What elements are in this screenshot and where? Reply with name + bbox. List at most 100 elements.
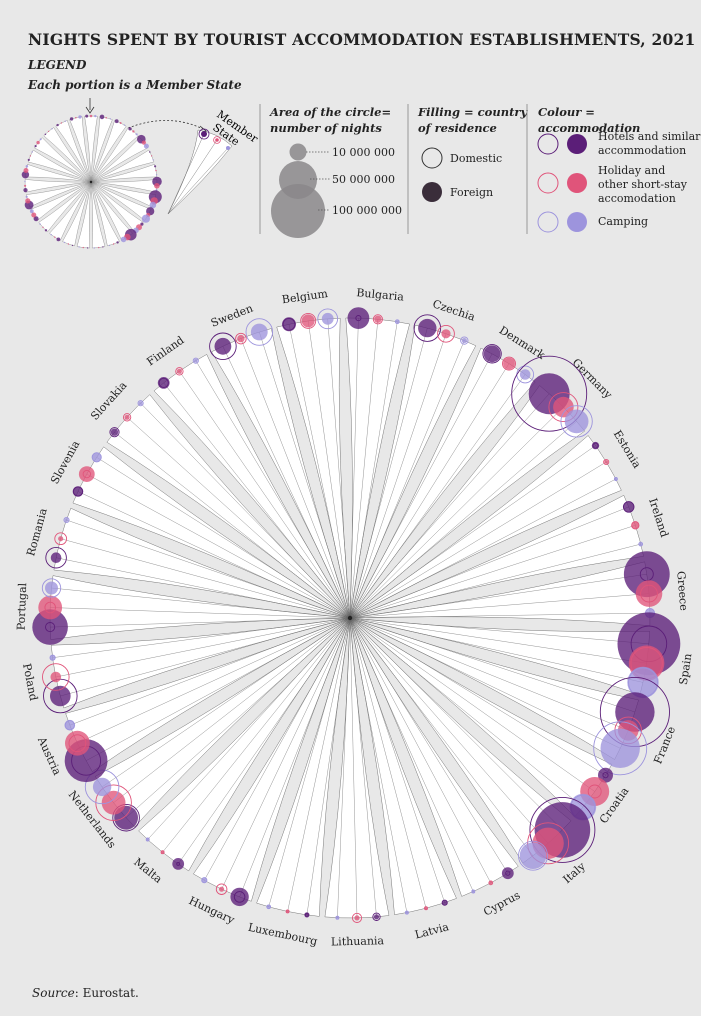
spoke-finland-camping <box>195 360 351 619</box>
spoke-bulgaria-hotels <box>349 318 359 619</box>
spoke-germany-hotels <box>349 393 550 619</box>
mini-bubble-italy-camping <box>120 236 127 243</box>
mini-bubble-romania-camping <box>31 151 33 153</box>
bubble-romania-holiday-domestic <box>54 532 68 546</box>
legend-dashed-arrow <box>127 120 206 131</box>
bubble-czechia-camping-foreign <box>461 338 467 344</box>
spoke-slovenia-hotels <box>77 491 351 619</box>
mini-bubble-ireland-camping <box>155 174 158 176</box>
bubble-portugal-camping-foreign <box>45 581 58 595</box>
bubble-belgium-camping-foreign <box>321 312 334 325</box>
mini-bubble-spain-camping <box>149 201 157 209</box>
spoke-croatia-holiday <box>349 617 595 792</box>
country-label-poland: Poland <box>20 662 40 702</box>
spoke-malta-hotels <box>178 617 351 865</box>
spoke-italy-camping <box>349 617 534 856</box>
bubble-portugal-holiday-foreign <box>38 595 63 620</box>
bubble-malta-hotels-foreign <box>172 858 185 870</box>
main-radial-chart: Belgium BulgariaCzechiaDenmarkGermanyEsto… <box>15 286 695 948</box>
bubble-denmark-hotels-foreign <box>483 345 501 363</box>
spoke-italy-hotels <box>349 617 563 831</box>
spoke-estonia-holiday <box>349 461 607 619</box>
mini-bubble-hungary-hotels <box>56 237 61 242</box>
bubble-latvia-holiday-foreign <box>424 907 428 910</box>
mini-bubble-hungary-holiday <box>54 236 56 238</box>
spoke-cyprus-camping <box>349 617 474 892</box>
spoke-greece-camping <box>349 612 651 619</box>
legend-graphics: Member State <box>85 98 587 238</box>
legend-foreign-circle <box>422 182 442 202</box>
bubble-spain-camping-foreign <box>627 666 659 699</box>
bubble-czechia-holiday-domestic <box>437 324 455 343</box>
spoke-ireland-holiday <box>349 525 636 619</box>
country-label-finland: Finland <box>144 334 186 369</box>
spoke-lithuania-camping <box>337 617 351 918</box>
bubble-slovenia-hotels-domestic <box>72 486 84 497</box>
bubble-romania-holiday-foreign <box>58 536 64 542</box>
mini-bubble-luxembourg-camping <box>63 241 66 244</box>
legend-filling-foreign: Foreign <box>450 186 494 199</box>
mini-radial-chart <box>21 114 233 249</box>
bubble-lithuania-hotels-domestic <box>372 912 381 921</box>
bubble-cyprus-holiday-domestic <box>488 880 494 886</box>
mini-bubble-cyprus-camping <box>108 244 111 247</box>
legend-colour-holiday-line2: other short-stay <box>598 178 687 191</box>
bubble-bulgaria-camping-domestic <box>394 319 400 325</box>
legend-arrow-head <box>85 106 95 114</box>
bubble-lithuania-camping-domestic <box>335 915 340 920</box>
legend-filling-title: Filling = country of residence <box>418 104 527 136</box>
bubble-hungary-hotels-domestic <box>233 891 246 903</box>
bubble-malta-hotels-domestic <box>176 861 181 866</box>
legend-holiday-foreign <box>567 173 587 193</box>
spoke-lithuania-holiday <box>349 617 358 918</box>
mini-bubble-germany-holiday <box>141 140 146 145</box>
bubble-hungary-holiday-foreign <box>219 886 225 892</box>
legend-camping-foreign <box>567 212 587 232</box>
mini-bubble-portugal-hotels <box>21 171 30 179</box>
mini-bubble-germany-camping <box>143 143 149 149</box>
bubble-croatia-hotels-domestic <box>602 772 609 779</box>
source-prefix: Source <box>32 986 75 1000</box>
bubble-italy-camping-domestic <box>518 840 548 871</box>
bubble-germany-camping-foreign <box>564 409 589 434</box>
legend-area-value-3: 100 000 000 <box>332 204 402 217</box>
mini-bubble-belgium-hotels <box>85 114 89 118</box>
spoke-belgium-hotels <box>288 324 351 619</box>
bubble-ireland-camping-foreign <box>639 542 643 546</box>
spoke-ireland-hotels <box>349 506 629 619</box>
bubble-germany-camping-domestic <box>560 405 593 438</box>
bubble-netherlands-hotels-domestic <box>112 803 140 832</box>
legend-domestic-circle <box>421 147 443 169</box>
spoke-bulgaria-holiday <box>349 319 379 619</box>
legend-area-circle-100m <box>271 184 325 238</box>
bubble-latvia-hotels-foreign <box>442 900 448 906</box>
mini-bubble-ireland-hotels <box>154 165 157 168</box>
mini-bubble-portugal-holiday <box>23 168 29 173</box>
mini-bubble-bulgaria-camping <box>109 118 112 120</box>
bubble-cyprus-hotels-foreign <box>501 867 514 880</box>
bubble-ireland-holiday-domestic <box>631 521 640 530</box>
bubble-slovenia-camping-foreign <box>92 452 102 462</box>
legend-hotels-foreign <box>567 134 587 154</box>
bubble-slovenia-hotels-foreign <box>72 486 84 497</box>
bubble-poland-camping-foreign <box>50 655 56 661</box>
mini-bubble-greece-holiday <box>154 183 160 189</box>
legend-zoom-holiday-domestic <box>213 136 221 144</box>
spoke-cyprus-hotels <box>349 617 508 874</box>
bubble-france-camping-foreign <box>600 728 640 768</box>
spoke-croatia-hotels <box>349 617 606 776</box>
bubble-latvia-hotels-domestic <box>441 899 448 906</box>
legend-heading: LEGEND <box>28 58 87 72</box>
bubble-sweden-holiday-foreign <box>237 334 245 343</box>
spoke-france-hotels <box>349 617 635 713</box>
bubble-slovakia-hotels-foreign <box>110 428 119 436</box>
bubble-czechia-hotels-domestic <box>413 314 442 342</box>
spoke-luxembourg-hotels <box>306 617 351 915</box>
spoke-luxembourg-camping <box>268 617 351 907</box>
bubble-poland-hotels-foreign <box>50 685 71 707</box>
bubble-denmark-holiday-domestic <box>502 356 516 371</box>
mini-bubble-slovenia-camping <box>39 138 42 141</box>
mini-bubble-netherlands-camping <box>29 209 34 214</box>
bubble-greece-holiday-domestic <box>640 584 658 603</box>
mini-bubble-finland-camping <box>64 120 67 122</box>
